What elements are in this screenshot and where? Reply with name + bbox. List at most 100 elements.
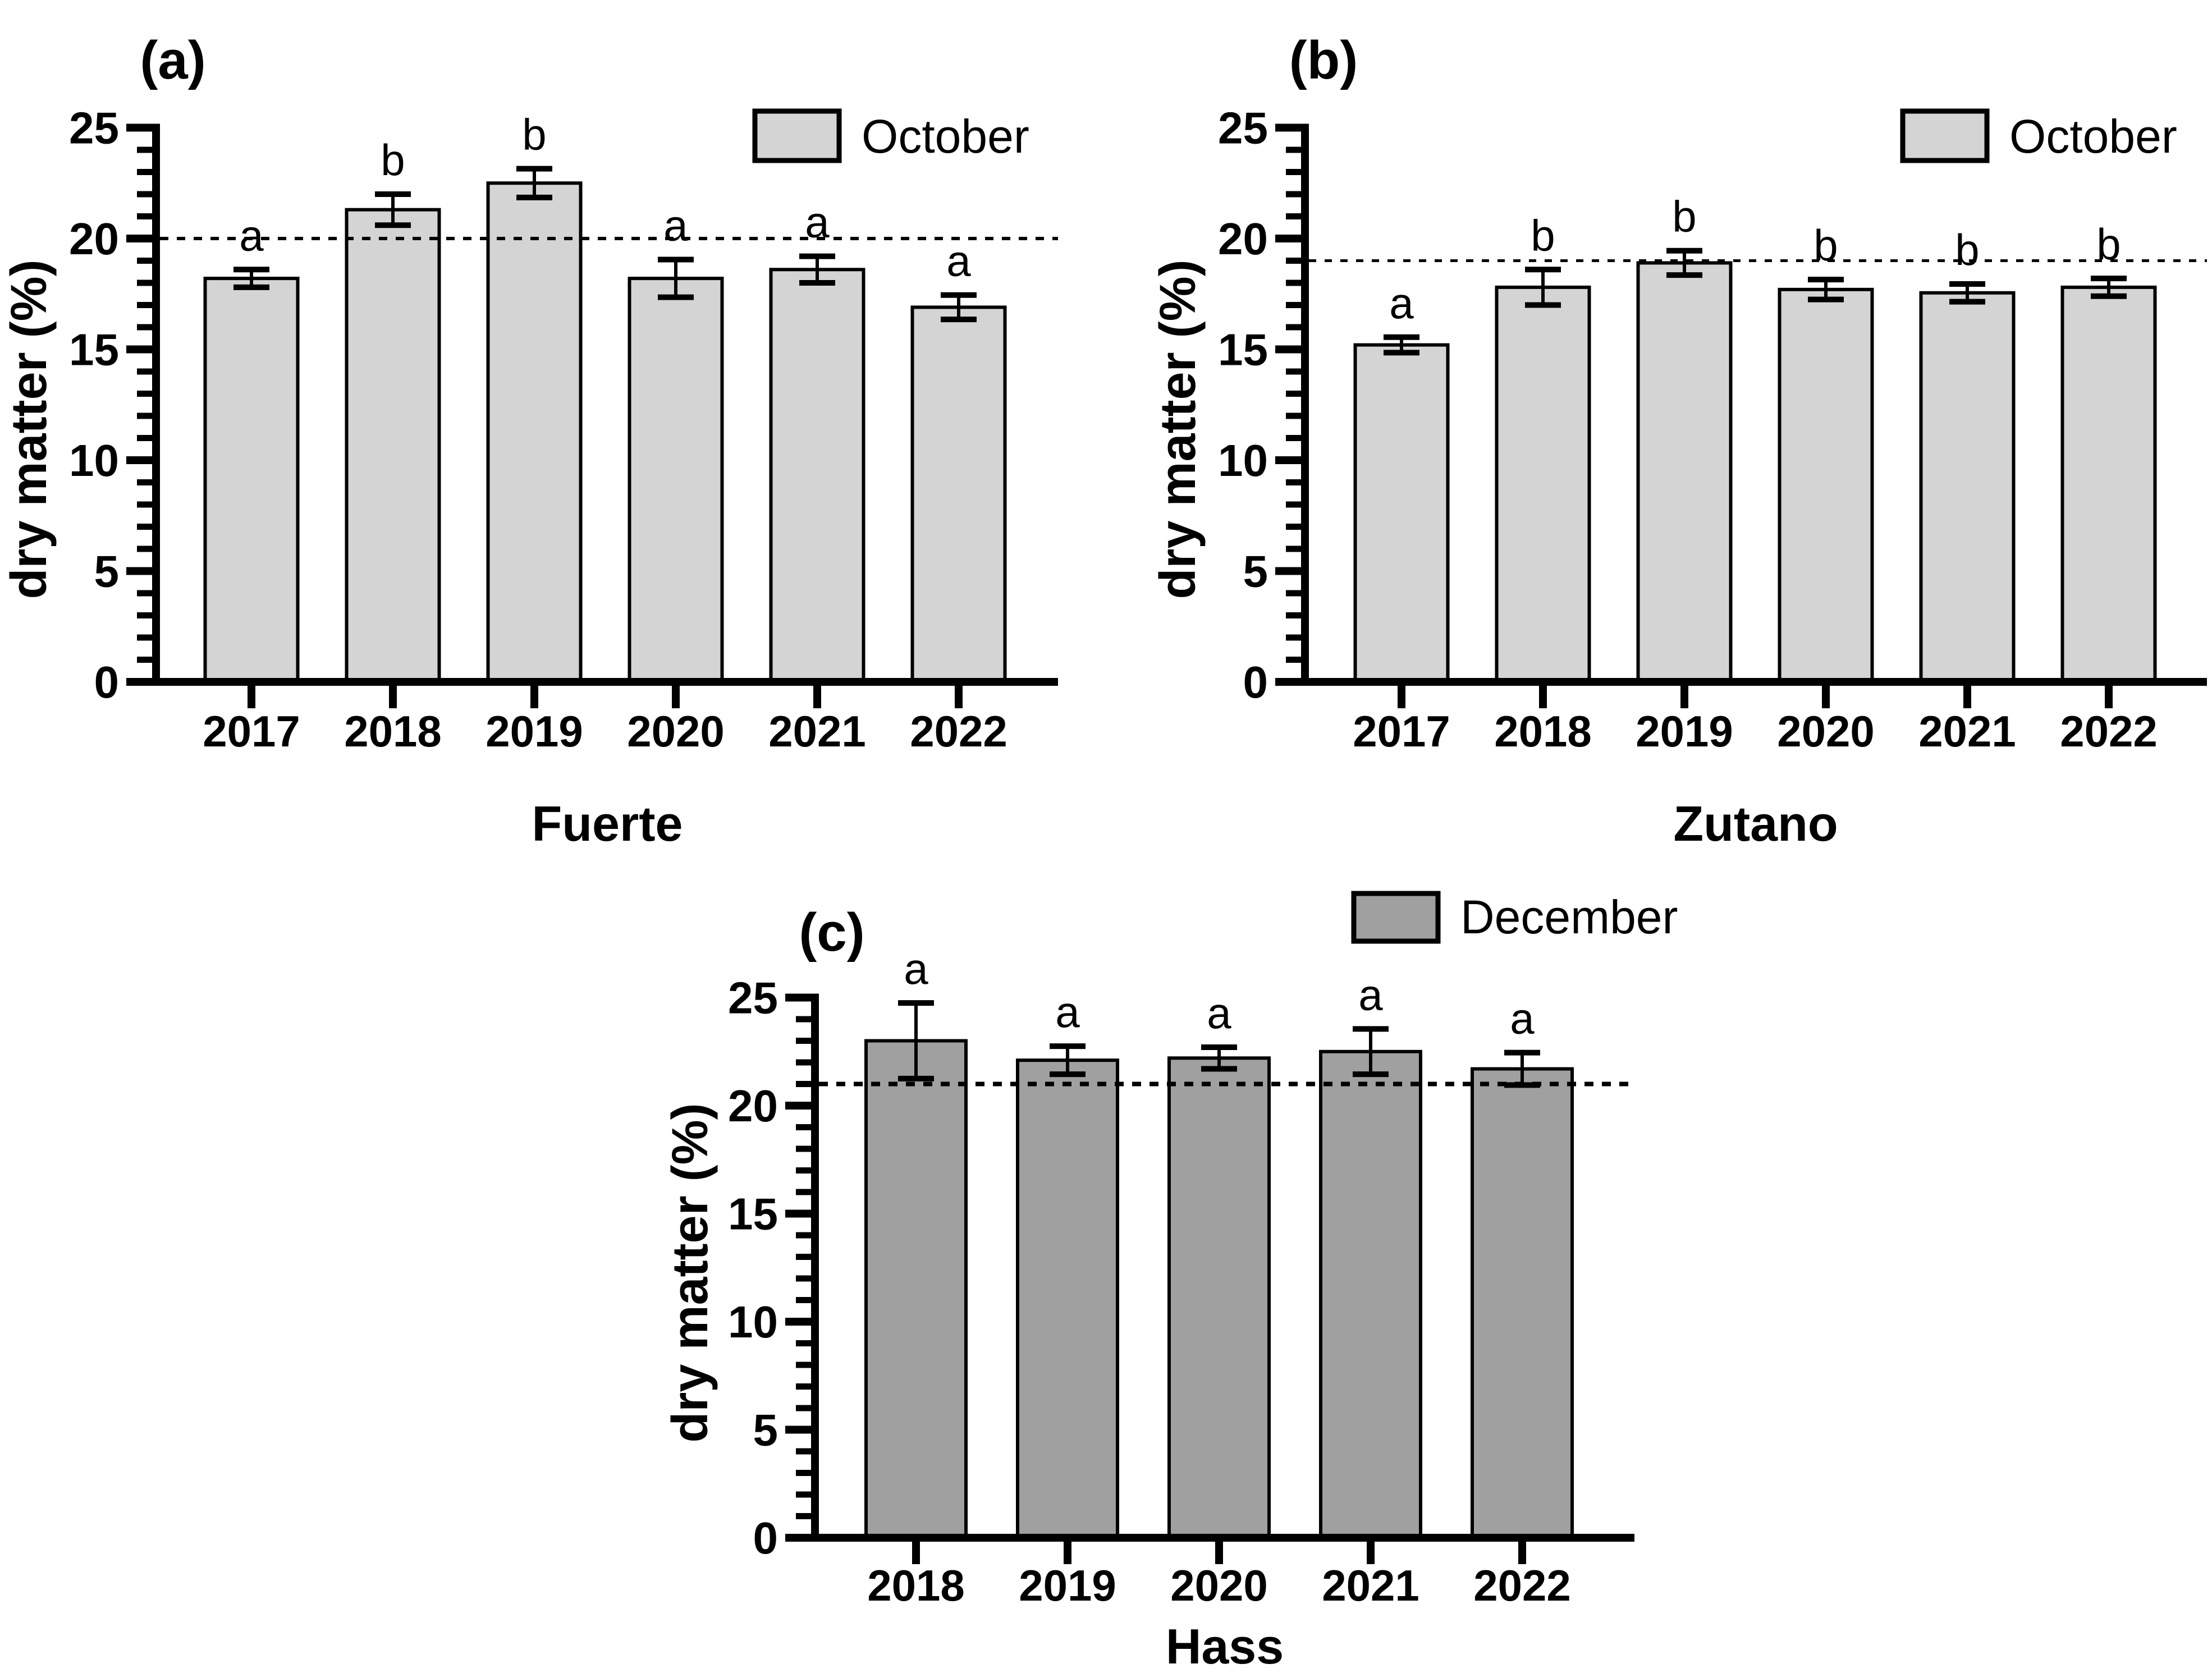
legend-label-c: December — [1460, 891, 1678, 943]
x-tick-label-a-2020: 2020 — [627, 707, 725, 756]
bar-b-2018 — [1495, 285, 1591, 684]
x-tick-label-b-2021: 2021 — [1918, 707, 2016, 756]
sig-letter-c-2020: a — [1207, 988, 1231, 1038]
panel-label-b: (b) — [1289, 30, 1358, 90]
sig-letter-a-2018: b — [381, 135, 405, 185]
x-tick-label-a-2021: 2021 — [768, 707, 866, 756]
x-tick-label-b-2018: 2018 — [1494, 707, 1592, 756]
legend-swatch-c — [1351, 891, 1441, 944]
x-tick-label-a-2017: 2017 — [203, 707, 300, 756]
y-tick-label-c-5: 5 — [753, 1405, 778, 1455]
x-axis-title-c: Hass — [1166, 1619, 1284, 1673]
x-tick-label-c-2018: 2018 — [867, 1561, 965, 1610]
bar-a-2020 — [628, 277, 724, 684]
sig-letter-c-2019: a — [1055, 987, 1080, 1037]
y-axis-title-b: dry matter (%) — [1150, 259, 1206, 599]
panel-label-a: (a) — [140, 30, 205, 90]
y-axis-title-c: dry matter (%) — [662, 1103, 718, 1442]
y-tick-label-a-10: 10 — [69, 436, 119, 485]
x-tick-label-b-2020: 2020 — [1777, 707, 1875, 756]
legend-b: October — [1900, 108, 2177, 163]
y-tick-label-b-0: 0 — [1243, 657, 1268, 707]
x-tick-label-b-2022: 2022 — [2060, 707, 2158, 756]
y-tick-label-c-0: 0 — [753, 1513, 778, 1563]
sig-letter-c-2022: a — [1510, 994, 1535, 1043]
x-axis-title-b: Zutano — [1673, 796, 1838, 851]
y-tick-label-a-0: 0 — [94, 657, 120, 707]
y-tick-label-b-10: 10 — [1218, 436, 1268, 485]
x-tick-label-c-2021: 2021 — [1322, 1561, 1419, 1610]
bar-b-2021 — [1919, 291, 2016, 684]
sig-letter-a-2019: b — [522, 110, 546, 159]
sig-letter-b-2019: b — [1672, 192, 1696, 241]
y-tick-label-a-15: 15 — [69, 325, 119, 375]
x-tick-label-c-2022: 2022 — [1473, 1561, 1571, 1610]
error-bar-c-2020 — [1201, 1044, 1237, 1072]
legend-swatch-a — [752, 108, 842, 163]
y-tick-label-b-20: 20 — [1218, 214, 1268, 264]
x-tick-label-c-2019: 2019 — [1019, 1561, 1116, 1610]
error-bar-b-2018 — [1525, 267, 1561, 308]
y-axis-title-a: dry matter (%) — [1, 259, 57, 599]
y-tick-label-c-10: 10 — [728, 1297, 778, 1347]
error-bar-c-2018 — [898, 1000, 934, 1081]
panel-a: (a) a 2017 b 2018 b 2019 a 2020 a 2021 a 2022 0 5 10 15 2… — [1, 30, 1058, 851]
error-bar-a-2018 — [375, 191, 411, 228]
legend-swatch-b — [1900, 108, 1990, 163]
x-tick-label-b-2017: 2017 — [1353, 707, 1450, 756]
y-tick-label-b-15: 15 — [1218, 325, 1268, 375]
bar-a-2017 — [203, 277, 300, 684]
x-tick-label-a-2018: 2018 — [344, 707, 442, 756]
error-bar-a-2021 — [799, 253, 835, 286]
x-axis-title-a: Fuerte — [532, 796, 683, 851]
error-bar-a-2017 — [233, 267, 269, 290]
sig-letter-a-2021: a — [805, 198, 830, 247]
sig-letter-b-2022: b — [2096, 219, 2121, 269]
error-bar-b-2020 — [1808, 277, 1844, 302]
bar-b-2020 — [1778, 287, 1874, 684]
panel-b: (b) a 2017 b 2018 b 2019 b 2020 b 2021 b 2022 0 5 10 15 2… — [1150, 30, 2207, 851]
sig-letter-b-2017: a — [1389, 278, 1414, 328]
bar-c-2018 — [864, 1039, 968, 1539]
sig-letter-a-2022: a — [946, 236, 971, 286]
error-bar-a-2019 — [516, 166, 552, 200]
y-tick-label-b-25: 25 — [1218, 103, 1268, 153]
y-tick-label-a-25: 25 — [69, 103, 119, 153]
sig-letter-b-2018: b — [1531, 210, 1555, 260]
panel-label-c: (c) — [799, 902, 864, 962]
error-bar-c-2021 — [1353, 1026, 1389, 1078]
error-bar-b-2019 — [1666, 247, 1702, 278]
error-bar-c-2019 — [1050, 1043, 1086, 1078]
bar-a-2018 — [345, 208, 441, 684]
x-tick-label-c-2020: 2020 — [1170, 1561, 1268, 1610]
bar-b-2022 — [2060, 285, 2157, 684]
x-tick-label-a-2019: 2019 — [486, 707, 583, 756]
sig-letter-c-2021: a — [1358, 970, 1383, 1019]
sig-letter-a-2017: a — [239, 210, 264, 260]
sig-letter-b-2021: b — [1955, 225, 1979, 274]
bar-b-2019 — [1636, 261, 1733, 684]
error-bar-a-2022 — [941, 292, 977, 323]
bar-b-2017 — [1353, 343, 1450, 684]
sig-letter-b-2020: b — [1813, 221, 1838, 270]
bar-c-2020 — [1167, 1056, 1271, 1540]
sig-letter-c-2018: a — [904, 944, 928, 993]
legend-label-b: October — [2009, 110, 2177, 163]
bar-c-2022 — [1471, 1067, 1574, 1540]
y-tick-label-c-20: 20 — [728, 1081, 778, 1131]
sig-letter-a-2020: a — [663, 201, 688, 250]
x-tick-label-b-2019: 2019 — [1636, 707, 1733, 756]
error-bar-a-2020 — [658, 256, 694, 300]
y-tick-label-c-15: 15 — [728, 1189, 778, 1239]
error-bar-b-2017 — [1384, 334, 1419, 356]
bar-c-2019 — [1016, 1058, 1119, 1539]
x-tick-label-a-2022: 2022 — [910, 707, 1007, 756]
panel-c: (c) a 2018 a 2019 a 2020 a 2021 a 2022 0 5 10 15 20 25 dr… — [662, 891, 1678, 1673]
error-bar-b-2021 — [1949, 281, 1985, 305]
legend-label-a: October — [862, 110, 1029, 163]
bar-a-2019 — [486, 181, 583, 684]
y-tick-label-a-5: 5 — [94, 547, 120, 597]
bar-c-2021 — [1319, 1049, 1422, 1539]
